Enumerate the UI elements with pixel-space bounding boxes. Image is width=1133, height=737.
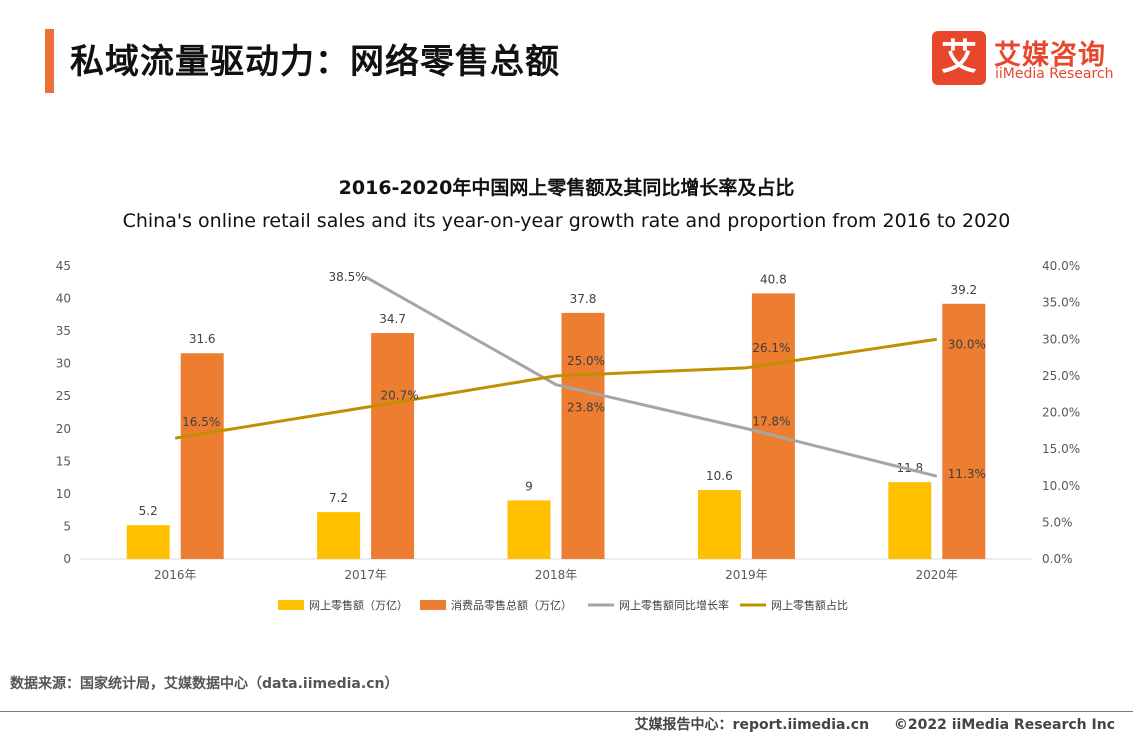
y2-axis-tick-label: 30.0% (1042, 332, 1080, 346)
legend-swatch (420, 600, 446, 610)
line-value-label: 11.3% (948, 467, 986, 481)
legend-label: 网上零售额占比 (771, 598, 848, 612)
line-value-label: 17.8% (752, 415, 790, 429)
page-title: 私域流量驱动力：网络零售总额 (70, 42, 560, 82)
bar (126, 525, 170, 559)
series-line (174, 337, 938, 440)
line-value-label: 26.1% (752, 341, 790, 355)
series-line (364, 275, 938, 478)
bar-value-label: 31.6 (189, 332, 216, 346)
bar-value-label: 7.2 (329, 491, 348, 505)
bar-value-label: 5.2 (139, 504, 158, 518)
bar (942, 303, 986, 559)
legend-label: 网上零售额同比增长率 (619, 598, 729, 612)
y2-axis-tick-label: 40.0% (1042, 259, 1080, 273)
line-value-label: 20.7% (381, 388, 419, 402)
y2-axis-tick-label: 15.0% (1042, 442, 1080, 456)
x-axis-tick-label: 2020年 (916, 568, 959, 582)
legend-swatch (278, 600, 304, 610)
line-value-label: 38.5% (329, 270, 367, 284)
footer-copyright: ©2022 iiMedia Research Inc (893, 717, 1115, 733)
bar-value-label: 9 (525, 479, 533, 493)
bar (561, 312, 605, 559)
chart-title: 2016-2020年中国网上零售额及其同比增长率及占比 (338, 177, 795, 199)
bar-value-label: 40.8 (760, 272, 787, 286)
logo-text-en: iiMedia Research (995, 66, 1114, 82)
footer-divider (0, 711, 1133, 712)
y-axis-tick-label: 35 (56, 324, 71, 338)
bar-value-label: 34.7 (379, 312, 406, 326)
y2-axis-tick-label: 0.0% (1042, 552, 1073, 566)
y2-axis-tick-label: 25.0% (1042, 369, 1080, 383)
y-axis-tick-label: 10 (56, 487, 71, 501)
legend-label: 消费品零售总额（万亿） (451, 598, 572, 612)
bar (371, 333, 415, 559)
bar (751, 293, 795, 559)
bar (180, 353, 224, 559)
x-axis-tick-label: 2016年 (154, 568, 197, 582)
bar (507, 500, 551, 559)
chart-subtitle: China's online retail sales and its year… (122, 210, 1011, 232)
y-axis-tick-label: 25 (56, 389, 71, 403)
y2-axis-tick-label: 10.0% (1042, 479, 1080, 493)
y2-axis-tick-label: 5.0% (1042, 515, 1073, 529)
line-value-label: 25.0% (567, 354, 605, 368)
line-value-label: 30.0% (948, 337, 986, 351)
y-axis-tick-label: 20 (56, 422, 71, 436)
line-value-label: 23.8% (567, 401, 605, 415)
y-axis-tick-label: 30 (56, 357, 71, 371)
iimedia-logo: 艾 艾媒咨询 iiMedia Research (932, 31, 1122, 87)
y-axis-tick-label: 0 (63, 552, 71, 566)
bar-value-label: 37.8 (570, 292, 597, 306)
y2-axis-tick-label: 35.0% (1042, 296, 1080, 310)
footer-report-center: 艾媒报告中心：report.iimedia.cn (634, 717, 870, 733)
y-axis-tick-label: 15 (56, 454, 71, 468)
bar-value-label: 39.2 (950, 283, 977, 297)
logo-mark: 艾 (932, 31, 986, 85)
bar (888, 482, 932, 559)
footer: 艾媒报告中心：report.iimedia.cn ©2022 iiMedia R… (635, 714, 1115, 734)
title-accent-bar (45, 29, 54, 93)
x-axis-tick-label: 2017年 (344, 568, 387, 582)
y-axis-tick-label: 45 (56, 259, 71, 273)
line-value-label: 16.5% (182, 415, 220, 429)
y-axis-tick-label: 5 (63, 519, 71, 533)
x-axis-tick-label: 2018年 (535, 568, 578, 582)
legend-label: 网上零售额（万亿） (309, 598, 408, 612)
y2-axis-tick-label: 20.0% (1042, 406, 1080, 420)
y-axis-tick-label: 40 (56, 292, 71, 306)
logo-text-cn: 艾媒咨询 (994, 40, 1106, 71)
bar (697, 489, 741, 559)
data-source: 数据来源：国家统计局，艾媒数据中心（data.iimedia.cn） (10, 676, 399, 692)
bar-value-label: 10.6 (706, 469, 733, 483)
bar (317, 512, 361, 559)
x-axis-tick-label: 2019年 (725, 568, 768, 582)
